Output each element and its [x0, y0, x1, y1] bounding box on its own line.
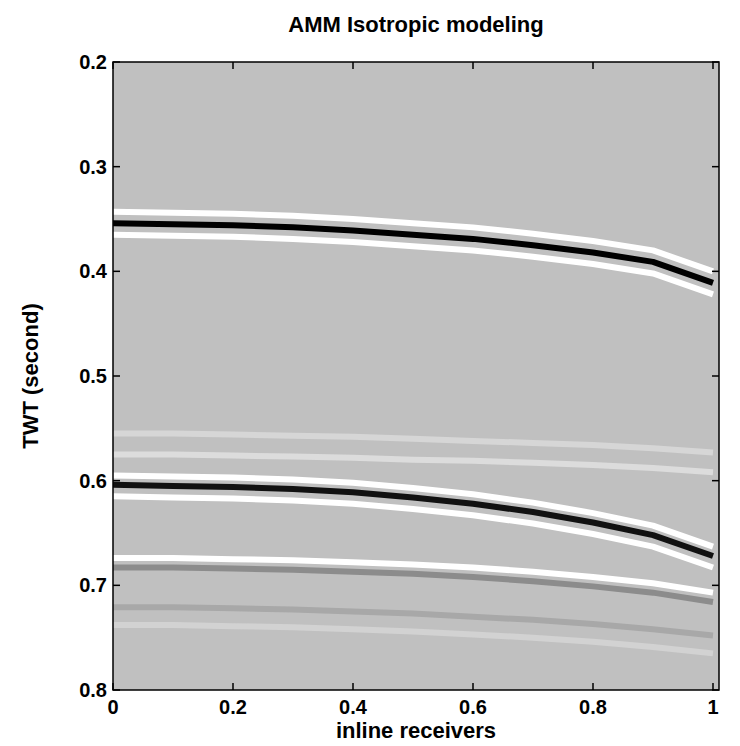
y-tick	[113, 375, 120, 377]
reflection-event	[113, 434, 713, 453]
x-tick-label: 0.6	[459, 696, 487, 718]
x-tick	[472, 683, 474, 690]
y-tick	[712, 271, 719, 273]
x-tick	[352, 62, 354, 69]
y-tick-label: 0.6	[79, 470, 107, 492]
x-tick-label: 0.4	[339, 696, 368, 718]
x-tick-label: 0.2	[219, 696, 247, 718]
y-tick-label: 0.3	[79, 156, 107, 178]
y-tick	[113, 585, 120, 587]
y-tick	[712, 166, 719, 168]
chart: 0.20.30.40.50.60.70.800.20.40.60.81AMM I…	[0, 0, 740, 746]
x-tick	[712, 62, 714, 69]
x-tick	[592, 62, 594, 69]
y-tick	[113, 271, 120, 273]
x-tick	[592, 683, 594, 690]
reflection-event	[113, 625, 713, 653]
x-tick	[112, 683, 114, 690]
plot-frame	[113, 62, 719, 690]
reflection-event	[113, 485, 713, 556]
events	[113, 212, 713, 654]
x-tick-label: 1	[707, 696, 718, 718]
x-tick	[472, 62, 474, 69]
y-tick-label: 0.2	[79, 51, 107, 73]
x-tick-label: 0	[107, 696, 118, 718]
reflection-event	[113, 212, 713, 272]
y-tick-label: 0.5	[79, 365, 107, 387]
y-tick-label: 0.8	[79, 679, 107, 701]
y-axis-title: TWT (second)	[18, 303, 43, 448]
x-tick	[352, 683, 354, 690]
x-tick	[712, 683, 714, 690]
y-tick-label: 0.4	[79, 260, 108, 282]
x-tick	[232, 62, 234, 69]
y-tick	[113, 166, 120, 168]
y-tick	[712, 375, 719, 377]
reflection-event	[113, 235, 713, 295]
y-tick	[113, 480, 120, 482]
x-tick	[112, 62, 114, 69]
y-tick	[113, 61, 120, 63]
reflection-event	[113, 455, 713, 473]
reflection-event	[113, 568, 713, 603]
title: AMM Isotropic modeling	[288, 12, 543, 37]
y-tick-label: 0.7	[79, 574, 107, 596]
y-tick	[712, 585, 719, 587]
y-tick	[113, 689, 120, 691]
reflection-event	[113, 223, 713, 283]
y-tick	[712, 480, 719, 482]
x-tick	[232, 683, 234, 690]
plot-background	[113, 62, 719, 690]
x-tick-label: 0.8	[579, 696, 607, 718]
x-axis-title: inline receivers	[336, 718, 496, 743]
